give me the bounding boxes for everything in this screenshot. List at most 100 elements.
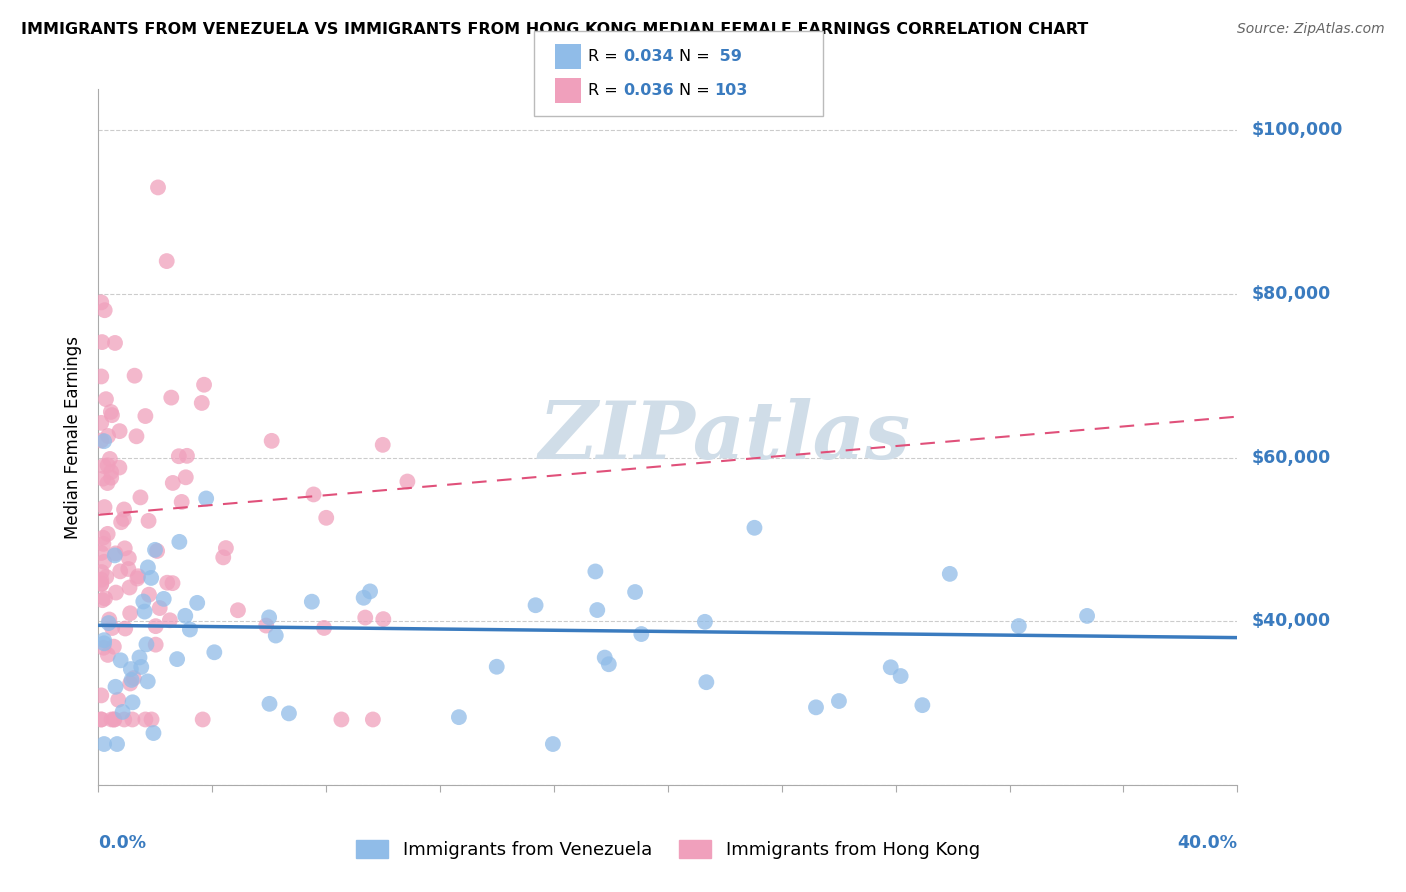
Point	[174, 608, 197, 623]
Point	[117, 562, 139, 576]
Point	[104, 546, 127, 560]
Point	[586, 603, 609, 617]
Point	[120, 662, 142, 676]
Point	[93, 500, 115, 514]
Point	[215, 541, 238, 555]
Text: 0.034: 0.034	[623, 49, 673, 63]
Point	[315, 511, 337, 525]
Point	[138, 588, 160, 602]
Point	[97, 458, 120, 473]
Point	[195, 491, 218, 506]
Point	[93, 640, 115, 655]
Point	[128, 650, 150, 665]
Point	[120, 676, 142, 690]
Point	[90, 369, 112, 384]
Point	[103, 713, 125, 727]
Point	[97, 527, 120, 541]
Text: IMMIGRANTS FROM VENEZUELA VS IMMIGRANTS FROM HONG KONG MEDIAN FEMALE EARNINGS CO: IMMIGRANTS FROM VENEZUELA VS IMMIGRANTS …	[21, 22, 1088, 37]
Point	[135, 637, 157, 651]
Text: 40.0%: 40.0%	[1177, 834, 1237, 852]
Point	[93, 555, 115, 569]
Point	[146, 180, 169, 194]
Point	[136, 674, 159, 689]
Point	[101, 408, 124, 422]
Point	[132, 594, 155, 608]
Point	[93, 434, 115, 449]
Point	[260, 434, 283, 448]
Point	[179, 623, 201, 637]
Text: $100,000: $100,000	[1251, 121, 1343, 139]
Point	[90, 573, 112, 587]
Point	[120, 606, 142, 620]
Point	[167, 449, 190, 463]
Point	[98, 452, 121, 467]
Point	[90, 416, 112, 430]
Point	[145, 619, 167, 633]
Point	[141, 713, 163, 727]
Point	[104, 335, 127, 350]
Point	[630, 627, 652, 641]
Point	[152, 591, 174, 606]
Point	[100, 465, 122, 479]
Point	[143, 542, 166, 557]
Point	[160, 391, 183, 405]
Point	[146, 544, 169, 558]
Point	[202, 645, 225, 659]
Point	[359, 584, 381, 599]
Point	[90, 434, 112, 448]
Point	[103, 713, 125, 727]
Point	[212, 550, 235, 565]
Point	[90, 577, 112, 591]
Point	[110, 515, 132, 529]
Point	[828, 694, 851, 708]
Point	[108, 460, 131, 475]
Point	[96, 570, 118, 584]
Point	[191, 713, 214, 727]
Point	[122, 671, 145, 685]
Point	[134, 713, 156, 727]
Point	[93, 737, 115, 751]
Point	[110, 653, 132, 667]
Point	[97, 429, 120, 443]
Point	[112, 713, 135, 727]
Point	[93, 303, 115, 318]
Text: N =: N =	[679, 49, 716, 63]
Point	[136, 560, 159, 574]
Point	[91, 335, 114, 350]
Point	[911, 698, 934, 713]
Point	[121, 673, 143, 687]
Point	[353, 591, 375, 605]
Point	[134, 605, 156, 619]
Point	[94, 591, 117, 606]
Point	[93, 458, 115, 473]
Point	[159, 613, 181, 627]
Point	[744, 521, 766, 535]
Point	[90, 713, 112, 727]
Point	[127, 569, 149, 583]
Point	[264, 628, 287, 642]
Point	[101, 621, 124, 635]
Point	[145, 638, 167, 652]
Point	[96, 476, 118, 491]
Point	[191, 396, 214, 410]
Text: N =: N =	[679, 84, 716, 98]
Point	[90, 689, 112, 703]
Point	[94, 392, 117, 407]
Point	[118, 551, 141, 566]
Point	[103, 640, 125, 654]
Point	[149, 601, 172, 615]
Point	[169, 534, 191, 549]
Point	[524, 599, 547, 613]
Text: ZIPatlas: ZIPatlas	[538, 399, 911, 475]
Point	[91, 472, 114, 486]
Point	[624, 585, 647, 599]
Point	[110, 565, 132, 579]
Point	[90, 295, 112, 310]
Y-axis label: Median Female Earnings: Median Female Earnings	[65, 335, 83, 539]
Point	[371, 438, 394, 452]
Point	[111, 705, 134, 719]
Point	[583, 565, 606, 579]
Text: $80,000: $80,000	[1251, 285, 1330, 303]
Text: 0.0%: 0.0%	[98, 834, 146, 852]
Point	[593, 650, 616, 665]
